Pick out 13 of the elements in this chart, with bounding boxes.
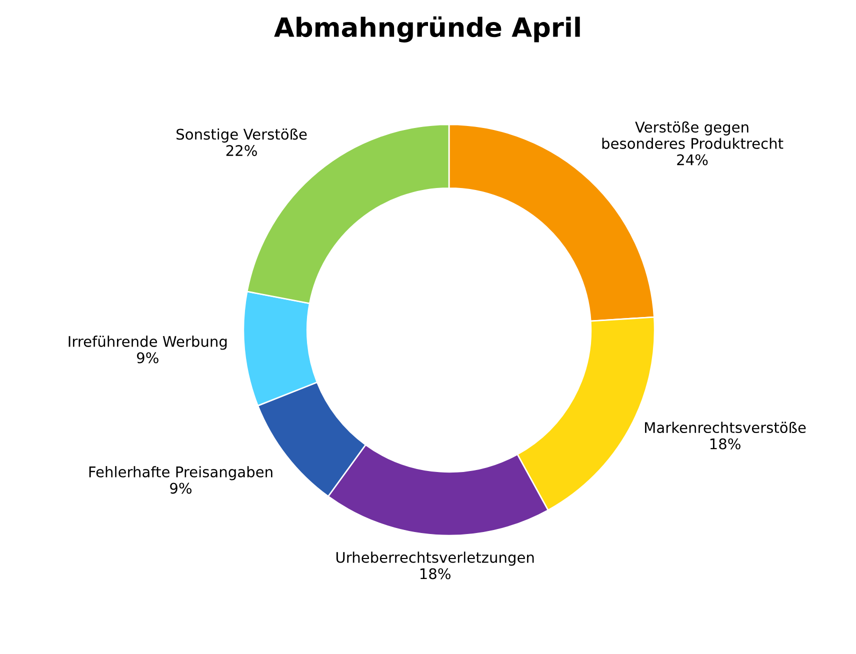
slice-label: Urheberrechtsverletzungen	[336, 552, 534, 566]
slice-label: Sonstige Verstöße	[176, 128, 307, 143]
slice-label: Irreführende Werbung	[68, 336, 227, 350]
slice-label: Verstöße gegen besonderes Produktrecht	[602, 121, 784, 149]
data-label: 22%	[226, 145, 257, 156]
chart-title: Abmahngründe April	[274, 16, 580, 42]
slice-label: Markenrechtsverstöße	[645, 422, 806, 434]
slice-label: Fehlerhafte Preisangaben	[89, 466, 272, 480]
data-label: 9%	[137, 352, 158, 364]
data-label: 24%	[677, 154, 708, 166]
data-label: 18%	[710, 438, 740, 450]
data-label: 9%	[170, 482, 192, 494]
data-label: 18%	[420, 568, 450, 580]
